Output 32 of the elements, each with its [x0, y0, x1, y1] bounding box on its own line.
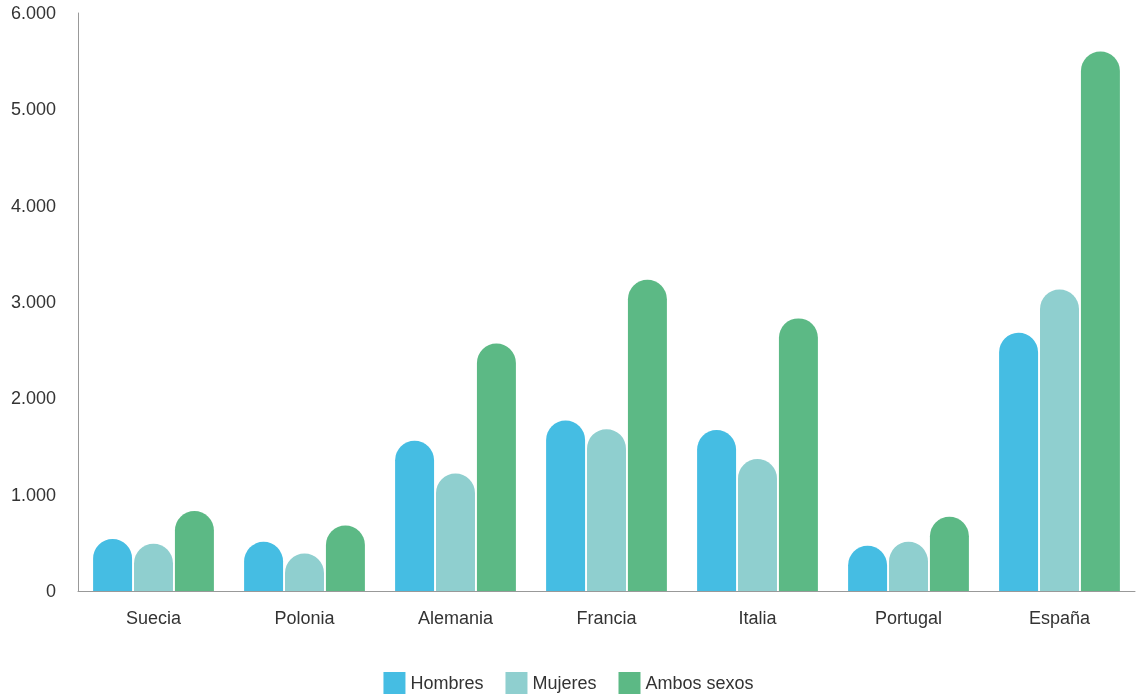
y-tick-label: 5.000 — [10, 99, 56, 120]
y-tick-label: 2.000 — [10, 388, 56, 409]
y-tick-label: 6.000 — [10, 3, 56, 23]
x-tick-label: Portugal — [874, 608, 943, 628]
x-tick-label: Italia — [738, 608, 778, 628]
bar — [325, 525, 365, 591]
bar — [546, 420, 586, 591]
bar — [476, 343, 516, 591]
y-tick-label: 1.000 — [10, 484, 56, 505]
legend-label: Mujeres — [532, 673, 597, 693]
bar — [395, 440, 435, 591]
y-tick-label: 3.000 — [10, 292, 56, 312]
legend-label: Ambos sexos — [645, 673, 754, 693]
bar — [697, 430, 737, 591]
bar — [778, 318, 818, 591]
x-tick-label: Alemania — [417, 608, 495, 628]
x-tick-label: Suecia — [125, 608, 182, 628]
y-tick-label: 4.000 — [10, 195, 56, 216]
bar — [174, 511, 214, 591]
bar — [587, 429, 626, 591]
bar — [999, 332, 1039, 591]
x-tick-label: Polonia — [274, 608, 336, 628]
x-tick-label: España — [1028, 608, 1092, 628]
bar — [738, 459, 777, 591]
bar — [1040, 289, 1079, 591]
bar — [436, 473, 475, 591]
y-tick-label: 0 — [45, 581, 56, 601]
bar — [1080, 51, 1120, 591]
bar — [627, 279, 667, 591]
legend-label: Hombres — [410, 673, 484, 693]
x-tick-label: Francia — [576, 608, 638, 628]
bar — [929, 516, 969, 591]
